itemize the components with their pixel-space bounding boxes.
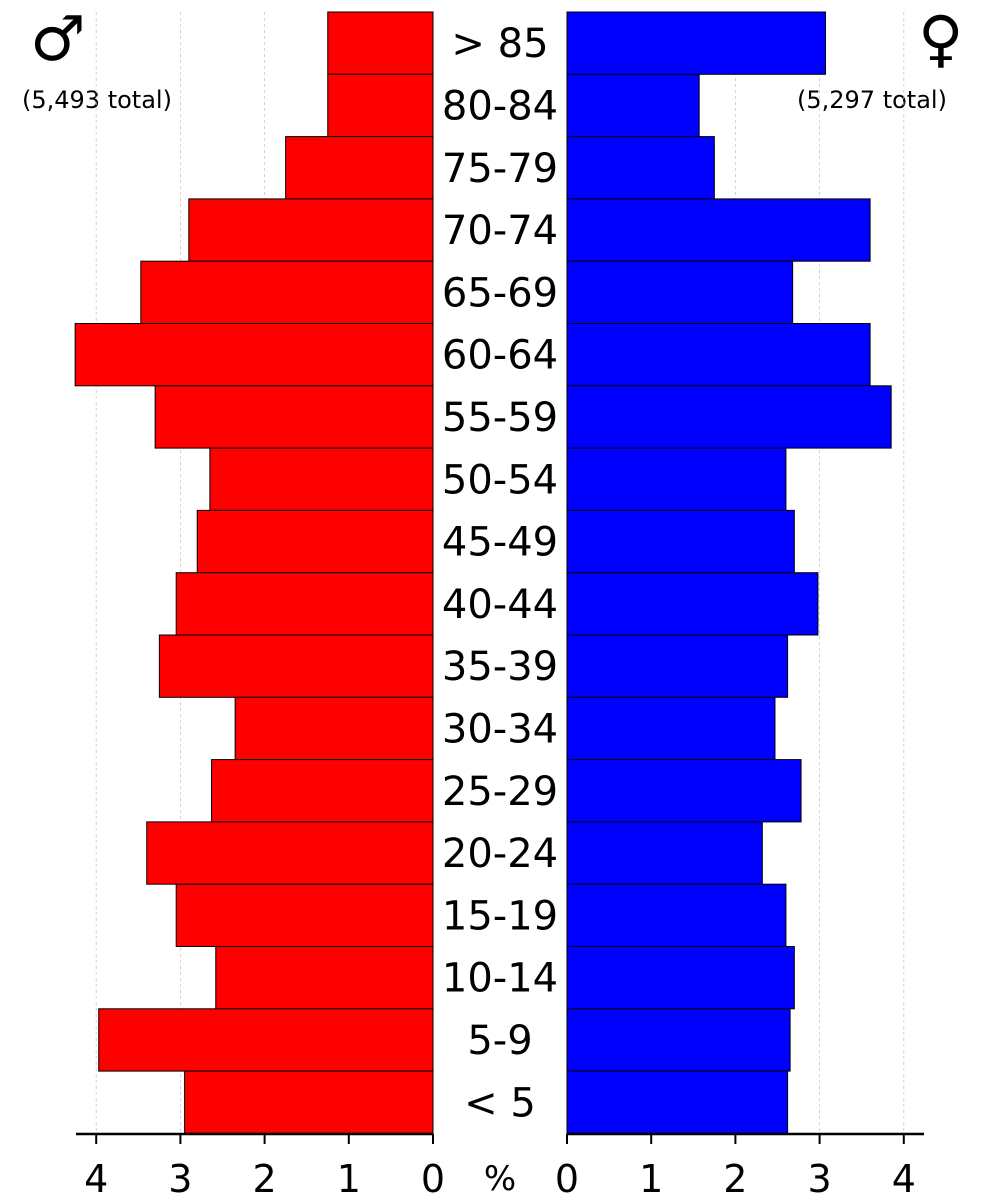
male-bar (158, 634, 434, 698)
female-bar (566, 260, 794, 325)
female-bar (566, 883, 787, 948)
male-bar (184, 1070, 434, 1134)
female-bar (566, 323, 871, 387)
age-group-label: 15-19 (442, 893, 558, 939)
male-bar (327, 73, 434, 138)
female-bar (566, 385, 892, 449)
female-bar (566, 11, 826, 75)
age-group-label: > 85 (451, 21, 548, 67)
male-bar (74, 323, 434, 387)
female-bar (566, 634, 789, 698)
male-tick-label: 2 (253, 1157, 277, 1200)
female-symbol-icon: ♀ (918, 2, 964, 75)
age-group-label: 35-39 (442, 644, 558, 690)
male-tick-label: 3 (168, 1157, 192, 1200)
female-bar (566, 696, 776, 761)
age-group-label: 80-84 (442, 83, 558, 129)
female-bar (566, 821, 763, 885)
age-group-label: 65-69 (442, 270, 558, 316)
female-bar (566, 946, 795, 1010)
male-tick-label: 0 (421, 1157, 445, 1200)
female-bar (566, 447, 787, 511)
female-tick-label: 4 (892, 1157, 916, 1200)
age-group-label: 40-44 (442, 582, 558, 628)
male-total-label: (5,493 total) (22, 86, 172, 114)
female-bar (566, 509, 795, 574)
male-bar (285, 136, 434, 200)
male-bar (175, 572, 434, 636)
male-bar (209, 447, 434, 511)
female-bar (566, 136, 715, 200)
female-bar (566, 73, 700, 138)
age-group-label: 30-34 (442, 706, 558, 752)
female-tick-label: 2 (723, 1157, 747, 1200)
female-tick-label: 1 (639, 1157, 663, 1200)
male-bar (327, 11, 434, 75)
male-tick-label: 1 (337, 1157, 361, 1200)
female-tick-label: 0 (555, 1157, 579, 1200)
male-bar (196, 509, 434, 574)
male-bar (211, 759, 434, 823)
female-total-label: (5,297 total) (797, 86, 947, 114)
age-group-label: 10-14 (442, 956, 558, 1002)
age-group-label: 75-79 (442, 146, 558, 192)
male-bar (175, 883, 434, 948)
female-tick-label: 3 (808, 1157, 832, 1200)
male-bar (146, 821, 434, 885)
male-bar (234, 696, 434, 761)
male-bar (215, 946, 434, 1010)
female-bar (566, 1008, 791, 1072)
female-bar (566, 759, 802, 823)
age-group-label: 70-74 (442, 208, 558, 254)
age-group-label: 55-59 (442, 395, 558, 441)
female-bar (566, 1070, 789, 1134)
age-group-label: 50-54 (442, 457, 558, 503)
female-bar (566, 198, 871, 262)
male-bar (140, 260, 434, 325)
age-group-label: 25-29 (442, 769, 558, 815)
female-bar (566, 572, 819, 636)
age-group-label: < 5 (464, 1080, 536, 1126)
age-group-label: 5-9 (467, 1018, 532, 1064)
age-group-label: 60-64 (442, 333, 558, 379)
percent-axis-label: % (484, 1159, 516, 1199)
male-tick-label: 4 (84, 1157, 108, 1200)
male-bar (98, 1008, 434, 1072)
age-group-label: 45-49 (442, 520, 558, 566)
age-group-label: 20-24 (442, 831, 558, 877)
male-symbol-icon: ♂ (30, 2, 86, 75)
male-bar (188, 198, 434, 262)
male-bar (154, 385, 434, 449)
